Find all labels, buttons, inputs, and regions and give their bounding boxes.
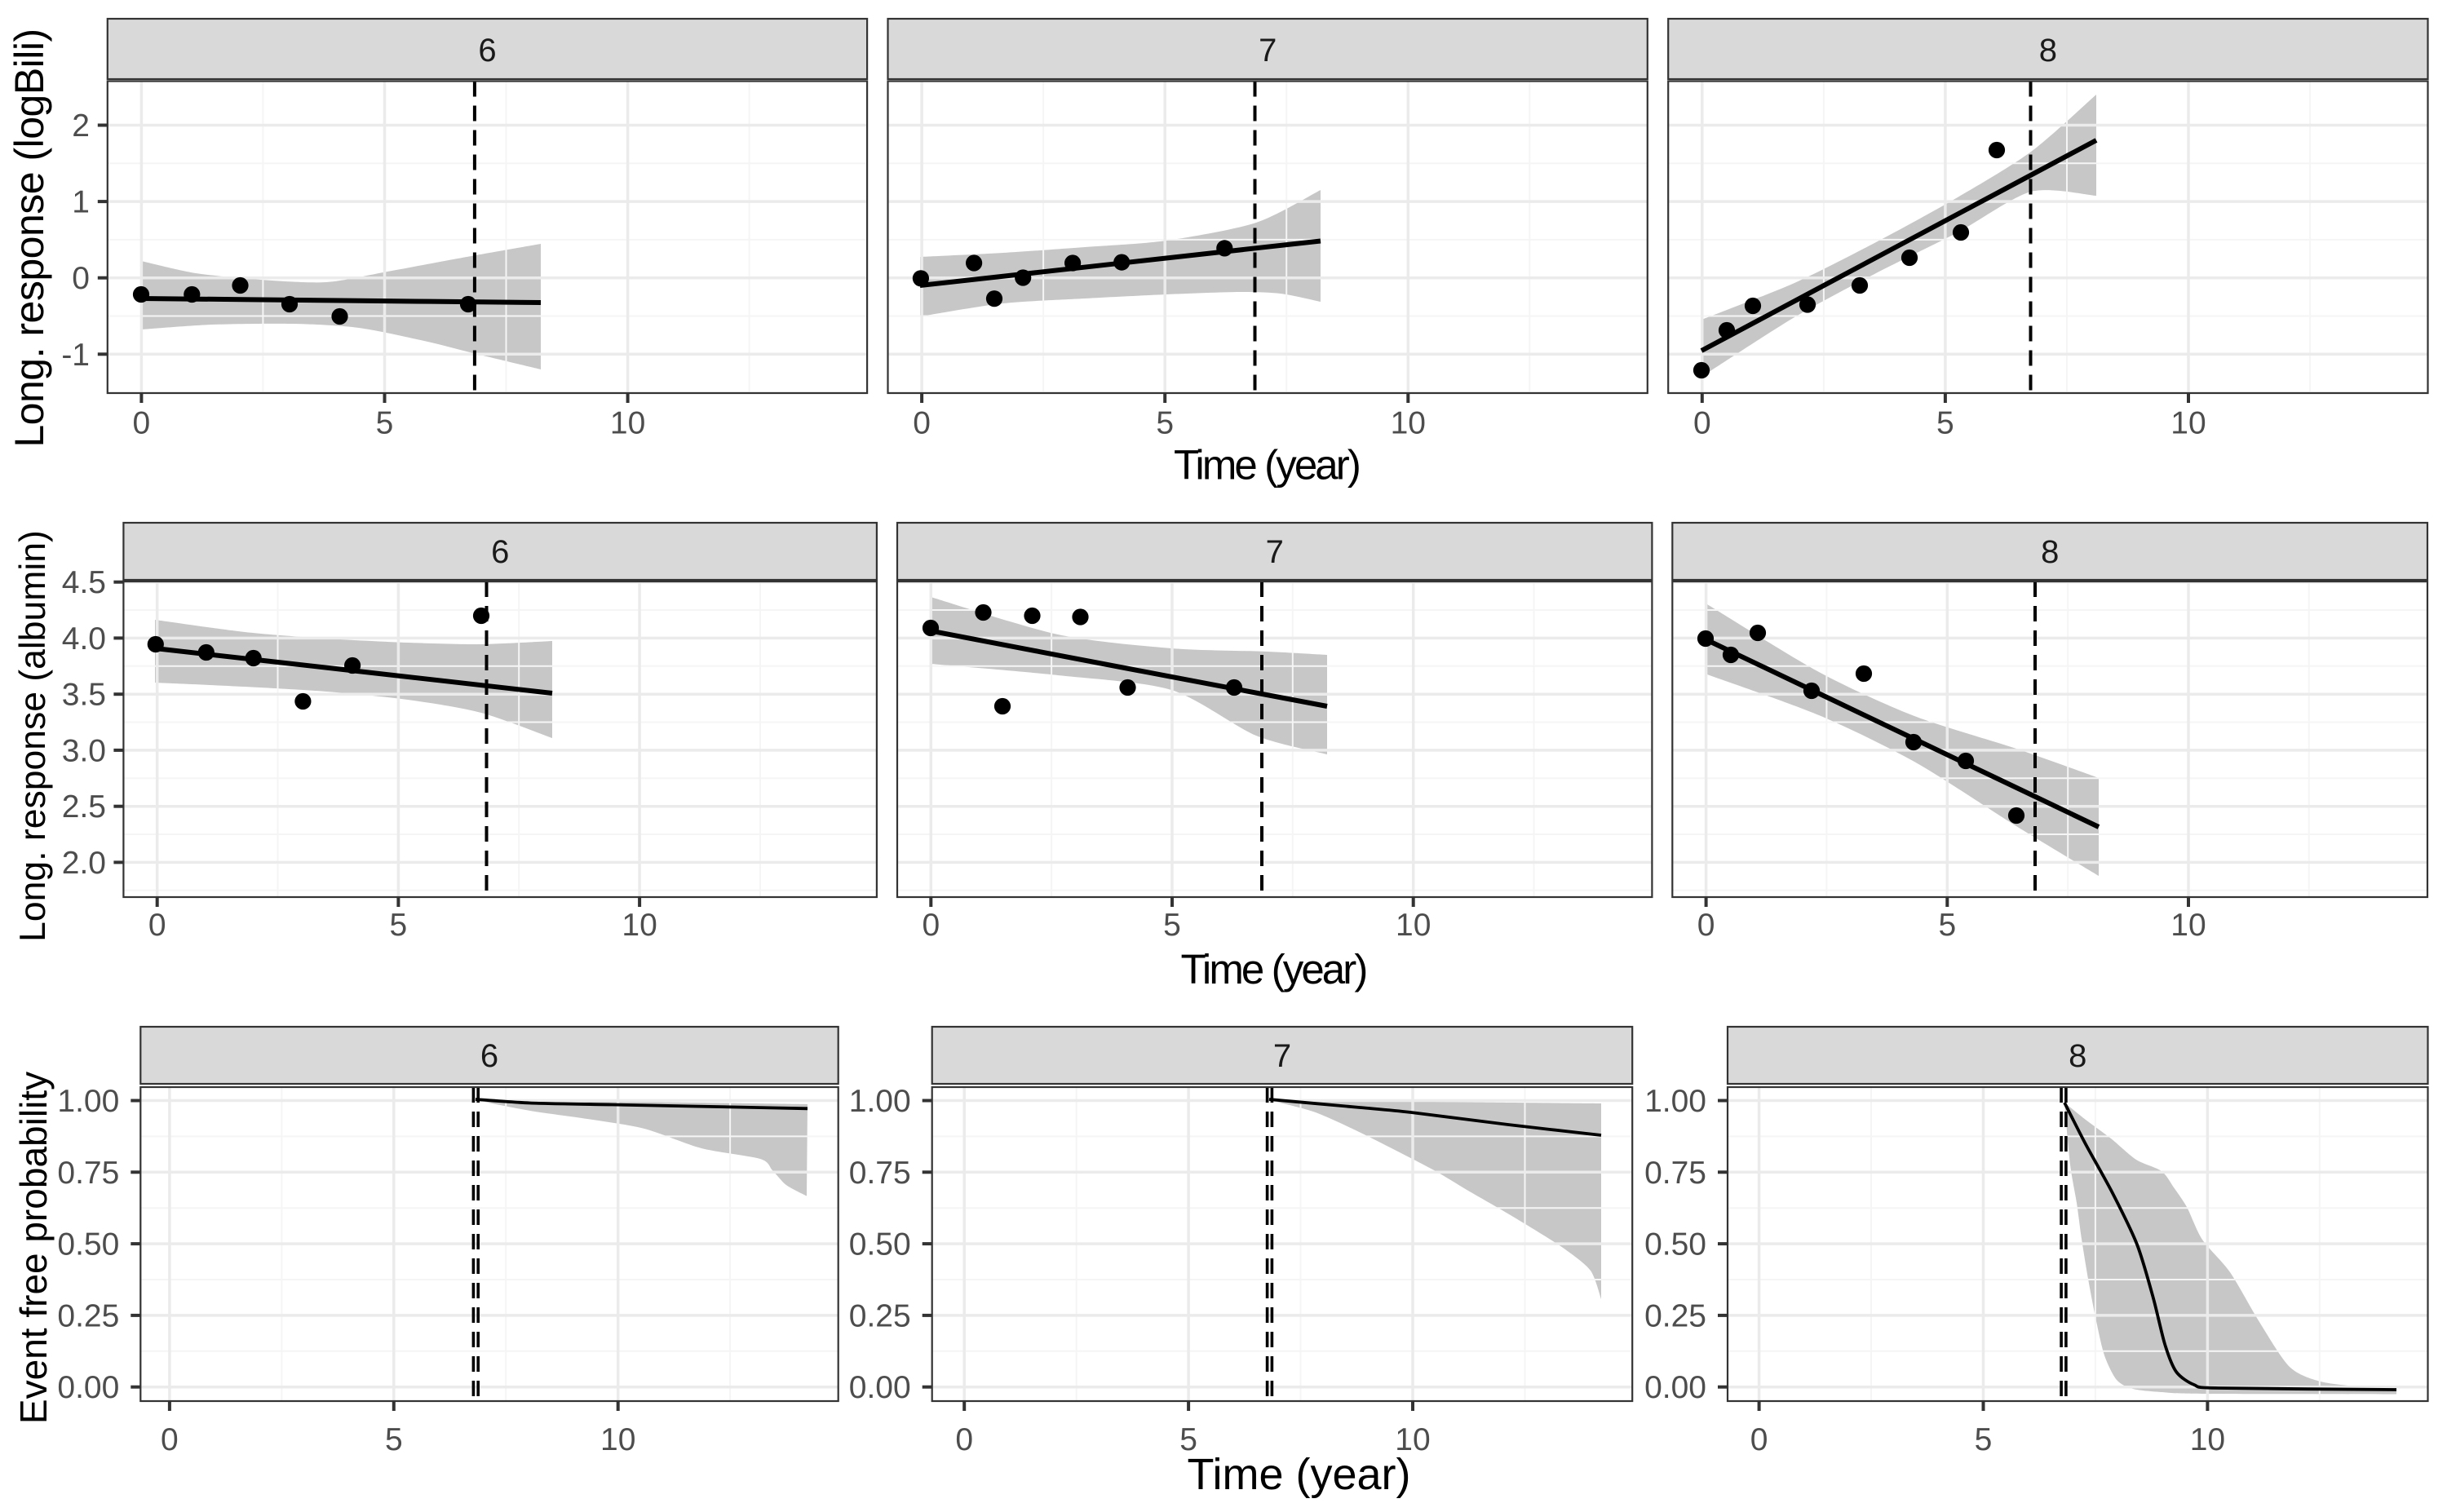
svg-text:4.5: 4.5 (62, 565, 106, 600)
svg-text:8: 8 (2041, 534, 2059, 570)
svg-text:10: 10 (610, 406, 645, 441)
svg-text:0: 0 (1750, 1422, 1768, 1457)
svg-text:1.00: 1.00 (1644, 1084, 1706, 1119)
svg-text:0.00: 0.00 (57, 1370, 119, 1405)
svg-text:10: 10 (600, 1422, 635, 1457)
svg-text:0.50: 0.50 (57, 1227, 119, 1262)
svg-text:8: 8 (2069, 1038, 2086, 1074)
svg-text:2.0: 2.0 (62, 846, 106, 881)
svg-text:0: 0 (955, 1422, 973, 1457)
svg-text:1.00: 1.00 (849, 1084, 911, 1119)
svg-text:8: 8 (2039, 33, 2057, 69)
svg-text:7: 7 (1259, 33, 1277, 69)
svg-text:10: 10 (1395, 1422, 1430, 1457)
svg-text:0: 0 (922, 908, 940, 943)
svg-text:0: 0 (1693, 406, 1711, 441)
svg-text:5: 5 (376, 406, 394, 441)
svg-text:Event free probability: Event free probability (12, 1072, 55, 1424)
svg-text:5: 5 (1975, 1422, 1993, 1457)
svg-text:5: 5 (1936, 406, 1954, 441)
svg-text:3.0: 3.0 (62, 733, 106, 768)
svg-text:5: 5 (1163, 908, 1181, 943)
svg-text:0.50: 0.50 (1644, 1227, 1706, 1262)
svg-text:5: 5 (1156, 406, 1174, 441)
svg-text:-1: -1 (61, 338, 90, 373)
svg-text:10: 10 (1391, 406, 1426, 441)
svg-text:1: 1 (72, 185, 90, 220)
svg-text:10: 10 (2170, 406, 2206, 441)
svg-text:0.25: 0.25 (849, 1298, 911, 1333)
svg-text:0: 0 (161, 1422, 179, 1457)
svg-text:Time (year): Time (year) (1187, 1450, 1410, 1499)
svg-text:2: 2 (72, 108, 90, 144)
svg-text:6: 6 (491, 534, 509, 570)
svg-text:10: 10 (1396, 908, 1431, 943)
svg-text:0: 0 (1697, 908, 1715, 943)
svg-text:Time (year): Time (year) (1181, 946, 1366, 993)
svg-text:0.25: 0.25 (1644, 1298, 1706, 1333)
svg-text:0: 0 (133, 406, 151, 441)
svg-text:0: 0 (913, 406, 931, 441)
svg-text:6: 6 (480, 1038, 498, 1074)
svg-text:0.00: 0.00 (1644, 1370, 1706, 1405)
svg-text:0.75: 0.75 (57, 1156, 119, 1191)
svg-text:0.75: 0.75 (1644, 1156, 1706, 1191)
svg-text:1.00: 1.00 (57, 1084, 119, 1119)
svg-text:0.75: 0.75 (849, 1156, 911, 1191)
svg-text:4.0: 4.0 (62, 621, 106, 657)
svg-text:2.5: 2.5 (62, 789, 106, 825)
svg-text:5: 5 (1938, 908, 1956, 943)
svg-text:Long. response (logBili): Long. response (logBili) (7, 29, 52, 447)
svg-text:3.5: 3.5 (62, 678, 106, 713)
svg-text:0: 0 (148, 908, 166, 943)
svg-text:10: 10 (2190, 1422, 2225, 1457)
svg-text:7: 7 (1273, 1038, 1291, 1074)
svg-text:7: 7 (1266, 534, 1284, 570)
svg-text:10: 10 (2170, 908, 2206, 943)
svg-text:5: 5 (385, 1422, 403, 1457)
svg-text:0.50: 0.50 (849, 1227, 911, 1262)
svg-text:10: 10 (622, 908, 657, 943)
svg-text:0: 0 (72, 261, 90, 296)
svg-text:Time (year): Time (year) (1174, 441, 1359, 488)
svg-text:6: 6 (478, 33, 496, 69)
svg-text:5: 5 (390, 908, 408, 943)
svg-text:5: 5 (1179, 1422, 1197, 1457)
svg-text:0.00: 0.00 (849, 1370, 911, 1405)
svg-text:Long. response (albumin): Long. response (albumin) (13, 530, 53, 942)
svg-text:0.25: 0.25 (57, 1298, 119, 1333)
